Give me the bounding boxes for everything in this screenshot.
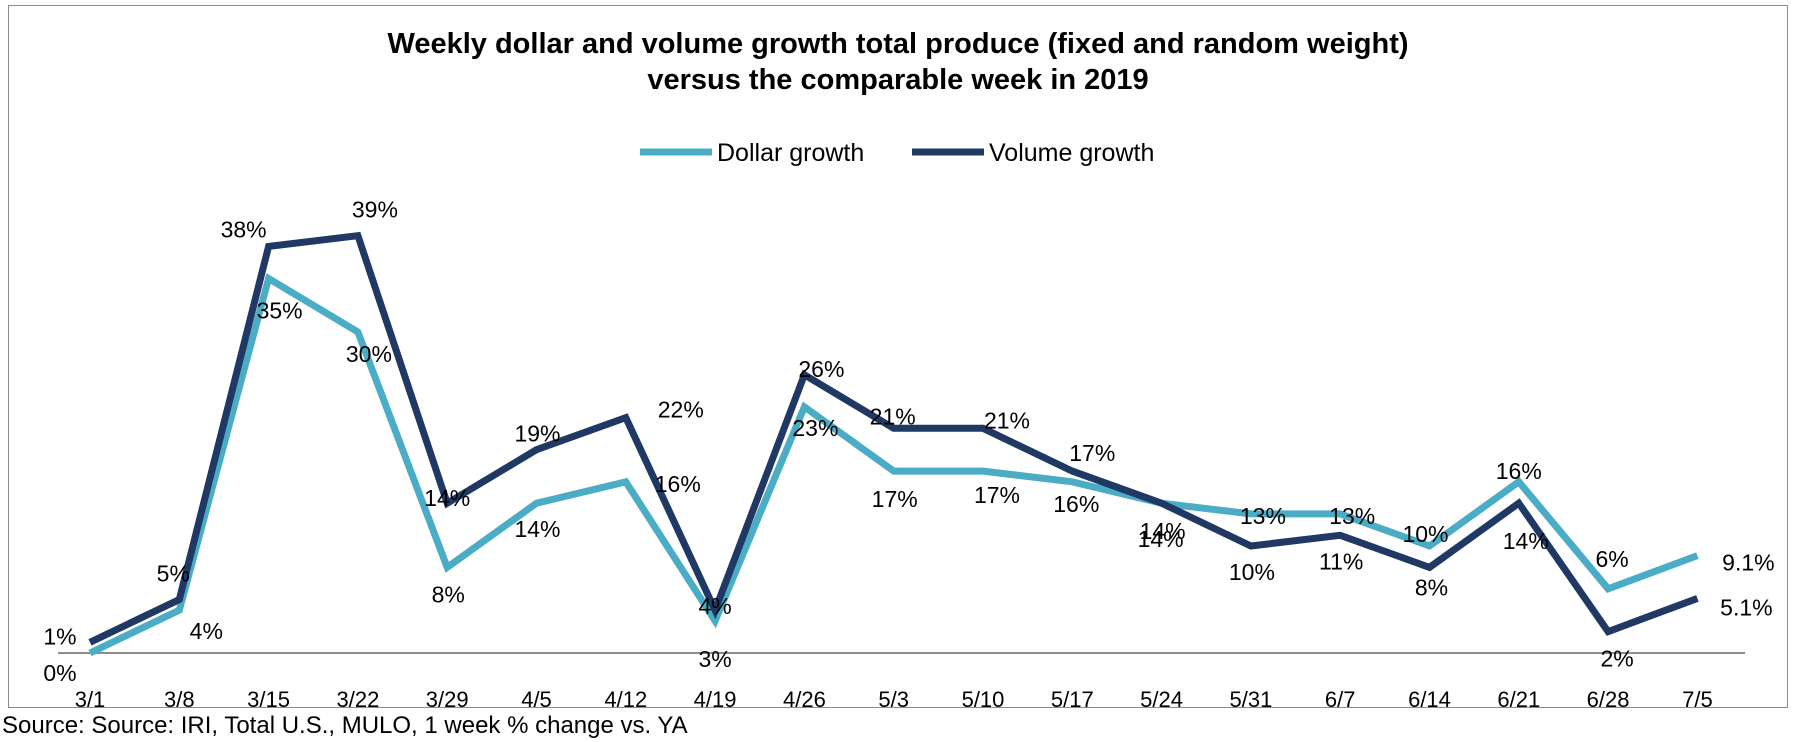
x-tick-label: 6/21 [1497,687,1540,710]
volume-data-label: 14% [1138,526,1184,552]
x-tick-label: 3/22 [336,687,379,710]
dollar-data-label: 16% [655,471,701,497]
x-tick-label: 5/17 [1051,687,1094,710]
volume-data-label: 39% [352,197,398,223]
x-tick-label: 3/1 [75,687,106,710]
chart-frame [8,5,1788,708]
x-tick-label: 5/24 [1140,687,1183,710]
dollar-data-label: 16% [1496,458,1542,484]
x-tick-label: 3/8 [164,687,195,710]
series-layer [88,231,1699,657]
dollar-data-label: 13% [1240,503,1286,529]
dollar-data-label: 35% [257,298,303,324]
dollar-data-label: 9.1% [1722,550,1774,576]
x-axis: 3/1 3/8 3/15 3/22 3/29 4/5 4/12 4/19 4/26 5/3 5/10… [58,652,1745,710]
dollar-growth-line [88,273,1699,657]
x-tick-label: 6/28 [1587,687,1630,710]
volume-data-label: 5% [157,561,190,587]
dollar-data-label: 10% [1402,521,1448,547]
dollar-data-label: 0% [43,660,76,686]
volume-data-label: 26% [798,356,844,382]
volume-data-label: 22% [658,397,704,423]
volume-data-label: 38% [221,216,267,242]
volume-data-label: 11% [1319,548,1363,574]
dollar-data-label: 17% [872,486,918,512]
volume-data-label: 8% [1415,574,1448,600]
x-tick-label: 5/10 [962,687,1005,710]
x-tick-label: 6/14 [1408,687,1451,710]
volume-data-label: 2% [1600,646,1633,672]
volume-data-label: 5.1% [1720,594,1772,620]
x-tick-label: 5/3 [878,687,909,710]
source-note: Source: Source: IRI, Total U.S., MULO, 1… [2,712,688,739]
volume-data-label: 14% [424,485,470,511]
dollar-data-label: 3% [698,646,731,672]
x-tick-label: 4/5 [521,687,552,710]
volume-data-label: 10% [1229,559,1275,585]
dollar-data-label: 14% [1140,518,1186,544]
x-tick-label: 4/12 [604,687,647,710]
x-tick-label: 5/31 [1229,687,1272,710]
legend-label: Volume growth [989,139,1154,167]
legend: Dollar growth Volume growth [640,139,1154,167]
dollar-data-label: 30% [346,341,392,367]
x-tick-label: 4/26 [783,687,826,710]
volume-data-label: 1% [43,623,76,649]
x-tick-label: 3/29 [426,687,469,710]
volume-data-label: 14% [1503,528,1549,554]
dollar-data-label: 4% [190,618,223,644]
legend-label: Dollar growth [717,139,864,167]
volume-data-label: 4% [698,593,731,619]
dollar-data-label: 14% [514,516,560,542]
dollar-data-label: 17% [974,482,1020,508]
chart-title-line2: versus the comparable week in 2019 [647,64,1148,96]
x-tick-label: 6/7 [1325,687,1356,710]
dollar-data-label: 6% [1595,546,1628,572]
dollar-data-label: 13% [1329,503,1375,529]
chart-title-line1: Weekly dollar and volume growth total pr… [387,28,1408,60]
dollar-data-label: 8% [432,581,465,607]
volume-data-label: 17% [1069,440,1115,466]
volume-data-label: 21% [984,407,1030,433]
volume-data-label: 21% [870,403,916,429]
dollar-data-label: 23% [792,415,838,441]
x-tick-label: 3/15 [247,687,290,710]
volume-growth-line [88,231,1699,646]
line-chart: Weekly dollar and volume growth total pr… [43,28,1774,710]
volume-data-label: 19% [514,421,560,447]
data-labels: 0% 4% 35% 30% 8% 14% 16% 3% 23% 17% 17% 16% 14% 13% 13… [43,197,1774,686]
x-tick-label: 4/19 [694,687,737,710]
x-tick-label: 7/5 [1682,687,1713,710]
dollar-data-label: 16% [1053,491,1099,517]
